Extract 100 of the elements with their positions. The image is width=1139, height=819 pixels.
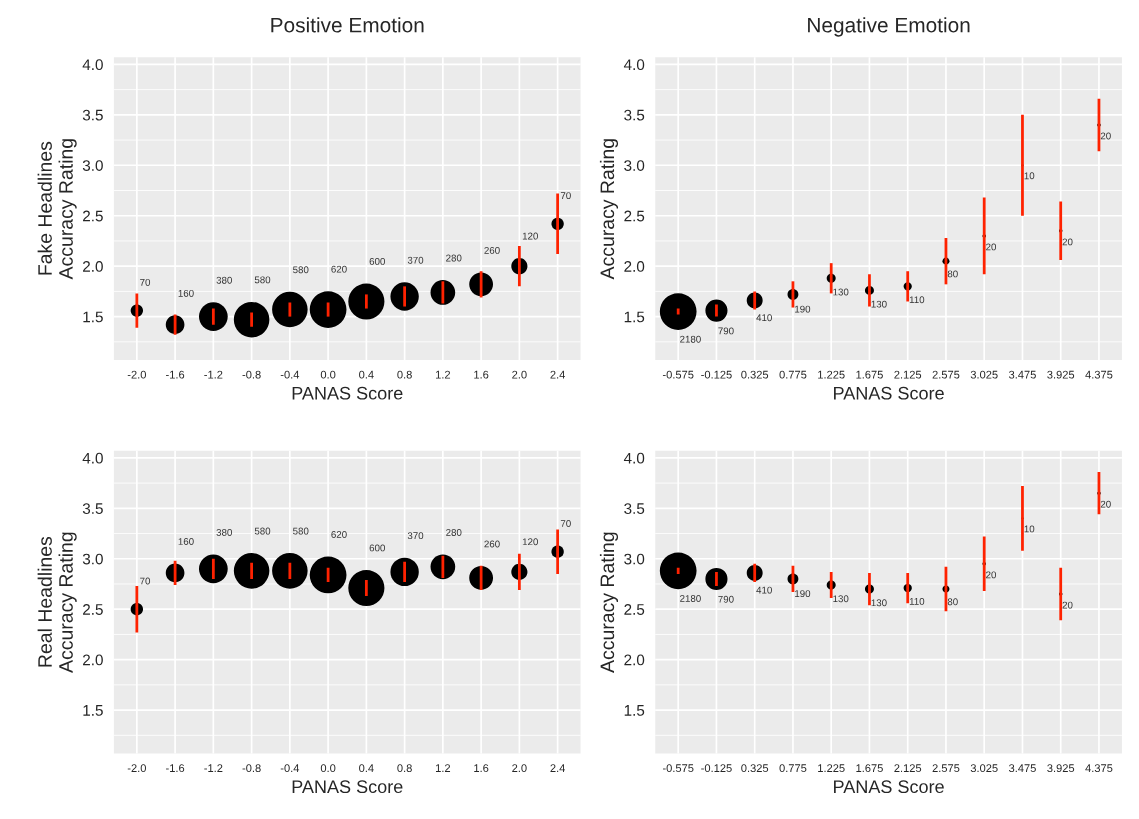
y-axis-title: Real Headlines Accuracy Rating: [37, 532, 77, 673]
data-label: 620: [331, 265, 347, 273]
y-tick-label: 3.5: [82, 503, 103, 514]
y-tick-label: 4.0: [623, 452, 645, 464]
data-label: 70: [560, 520, 571, 527]
y-axis-title: Fake Headlines Accuracy Rating: [37, 139, 77, 280]
data-label: 10: [1024, 525, 1035, 533]
x-tick-label: 1.675: [856, 370, 883, 379]
x-tick-label: 3.025: [970, 764, 998, 773]
x-tick-label: -1.2: [204, 764, 223, 772]
x-tick-label: 1.225: [818, 370, 845, 379]
x-tick-label: 0.775: [779, 370, 807, 379]
x-tick-label: 1.2: [435, 370, 451, 379]
data-label: 370: [407, 532, 424, 540]
data-label: 80: [947, 270, 958, 278]
data-label: 20: [986, 243, 997, 251]
x-tick-label: -1.2: [204, 370, 223, 379]
data-label: 620: [331, 531, 347, 538]
x-tick-label: 2.0: [512, 764, 527, 773]
x-tick-label: -2.0: [127, 764, 146, 773]
x-tick-label: -1.6: [166, 764, 185, 773]
y-tick-label: 2.5: [624, 210, 645, 222]
data-label: 20: [1062, 601, 1073, 609]
x-tick-label: 0.8: [397, 764, 412, 773]
x-tick-label: 3.475: [1008, 370, 1036, 379]
data-label: 280: [446, 254, 462, 262]
x-tick-label: 0.325: [741, 370, 769, 379]
data-label: 260: [484, 246, 500, 254]
x-tick-label: 3.475: [1008, 764, 1036, 773]
x-tick-label: -0.125: [701, 764, 732, 773]
x-tick-label: 0.325: [741, 764, 769, 773]
data-label: 120: [522, 232, 538, 240]
y-axis-title: Accuracy Rating: [599, 139, 619, 280]
data-label: 280: [446, 529, 462, 536]
y-tick-label: 1.5: [624, 705, 645, 716]
data-label: 70: [140, 278, 151, 286]
data-label: 160: [178, 289, 194, 297]
x-tick-label: -0.575: [662, 764, 694, 773]
x-tick-label: 0.8: [397, 370, 412, 379]
y-axis-title: Accuracy Rating: [599, 532, 619, 673]
data-label: 580: [254, 276, 271, 284]
data-label: 130: [833, 288, 849, 296]
data-label: 120: [522, 538, 538, 546]
y-tick-label: 3.0: [624, 553, 645, 565]
y-tick-label: 1.5: [83, 311, 103, 323]
x-tick-label: -1.6: [166, 370, 185, 379]
x-tick-label: -0.4: [280, 764, 300, 773]
y-tick-label: 1.5: [83, 705, 103, 716]
y-tick-label: 3.0: [82, 160, 103, 171]
y-tick-label: 2.0: [83, 261, 103, 272]
x-axis-title: PANAS Score: [834, 780, 944, 794]
x-tick-label: 2.575: [932, 370, 960, 379]
data-label: 70: [140, 577, 151, 585]
x-tick-label: 1.225: [818, 764, 845, 773]
data-label: 370: [407, 256, 424, 264]
y-tick-label: 1.5: [624, 311, 645, 323]
x-tick-label: 0.775: [779, 764, 807, 773]
data-label: 260: [484, 540, 500, 548]
data-label: 380: [216, 276, 232, 284]
data-label: 190: [795, 590, 811, 598]
x-tick-label: 2.4: [550, 764, 566, 772]
y-tick-label: 3.5: [624, 109, 645, 121]
x-tick-label: 2.125: [894, 370, 922, 379]
data-label: 190: [795, 305, 811, 313]
x-tick-label: -2.0: [127, 370, 146, 379]
y-tick-label: 4.0: [82, 452, 103, 464]
data-label: 20: [1062, 238, 1073, 246]
x-tick-label: 2.4: [550, 370, 566, 379]
x-tick-label: -0.4: [280, 370, 300, 379]
x-tick-label: 1.2: [435, 764, 451, 772]
data-label: 20: [1100, 500, 1111, 508]
x-tick-label: 0.0: [320, 764, 336, 773]
chart-title: Negative Emotion: [808, 17, 970, 37]
data-label: 130: [833, 595, 849, 603]
data-label: 130: [871, 300, 887, 308]
x-tick-label: 3.925: [1047, 370, 1075, 379]
data-label: 790: [718, 595, 734, 603]
x-tick-label: 3.925: [1047, 764, 1075, 773]
data-label: 10: [1024, 172, 1035, 180]
data-label: 410: [756, 586, 772, 594]
x-tick-label: 0.0: [320, 370, 336, 379]
x-tick-label: -0.125: [701, 370, 732, 379]
x-tick-label: 3.025: [970, 370, 998, 379]
data-label: 2180: [680, 595, 701, 602]
x-axis-title: PANAS Score: [292, 386, 403, 400]
y-tick-label: 2.5: [83, 604, 103, 615]
x-tick-label: 1.675: [856, 764, 883, 773]
y-tick-label: 3.0: [624, 160, 645, 171]
y-tick-label: 2.5: [83, 210, 103, 222]
y-tick-label: 4.0: [623, 59, 645, 71]
data-label: 20: [986, 571, 997, 579]
x-tick-label: 1.6: [474, 370, 489, 379]
x-tick-label: -0.8: [242, 764, 261, 773]
y-tick-label: 3.5: [82, 109, 103, 121]
data-label: 600: [369, 257, 385, 265]
data-label: 110: [909, 296, 925, 304]
y-tick-label: 3.5: [624, 503, 645, 514]
x-axis-title: PANAS Score: [292, 780, 403, 794]
y-tick-label: 4.0: [82, 59, 103, 71]
data-label: 790: [718, 327, 734, 335]
